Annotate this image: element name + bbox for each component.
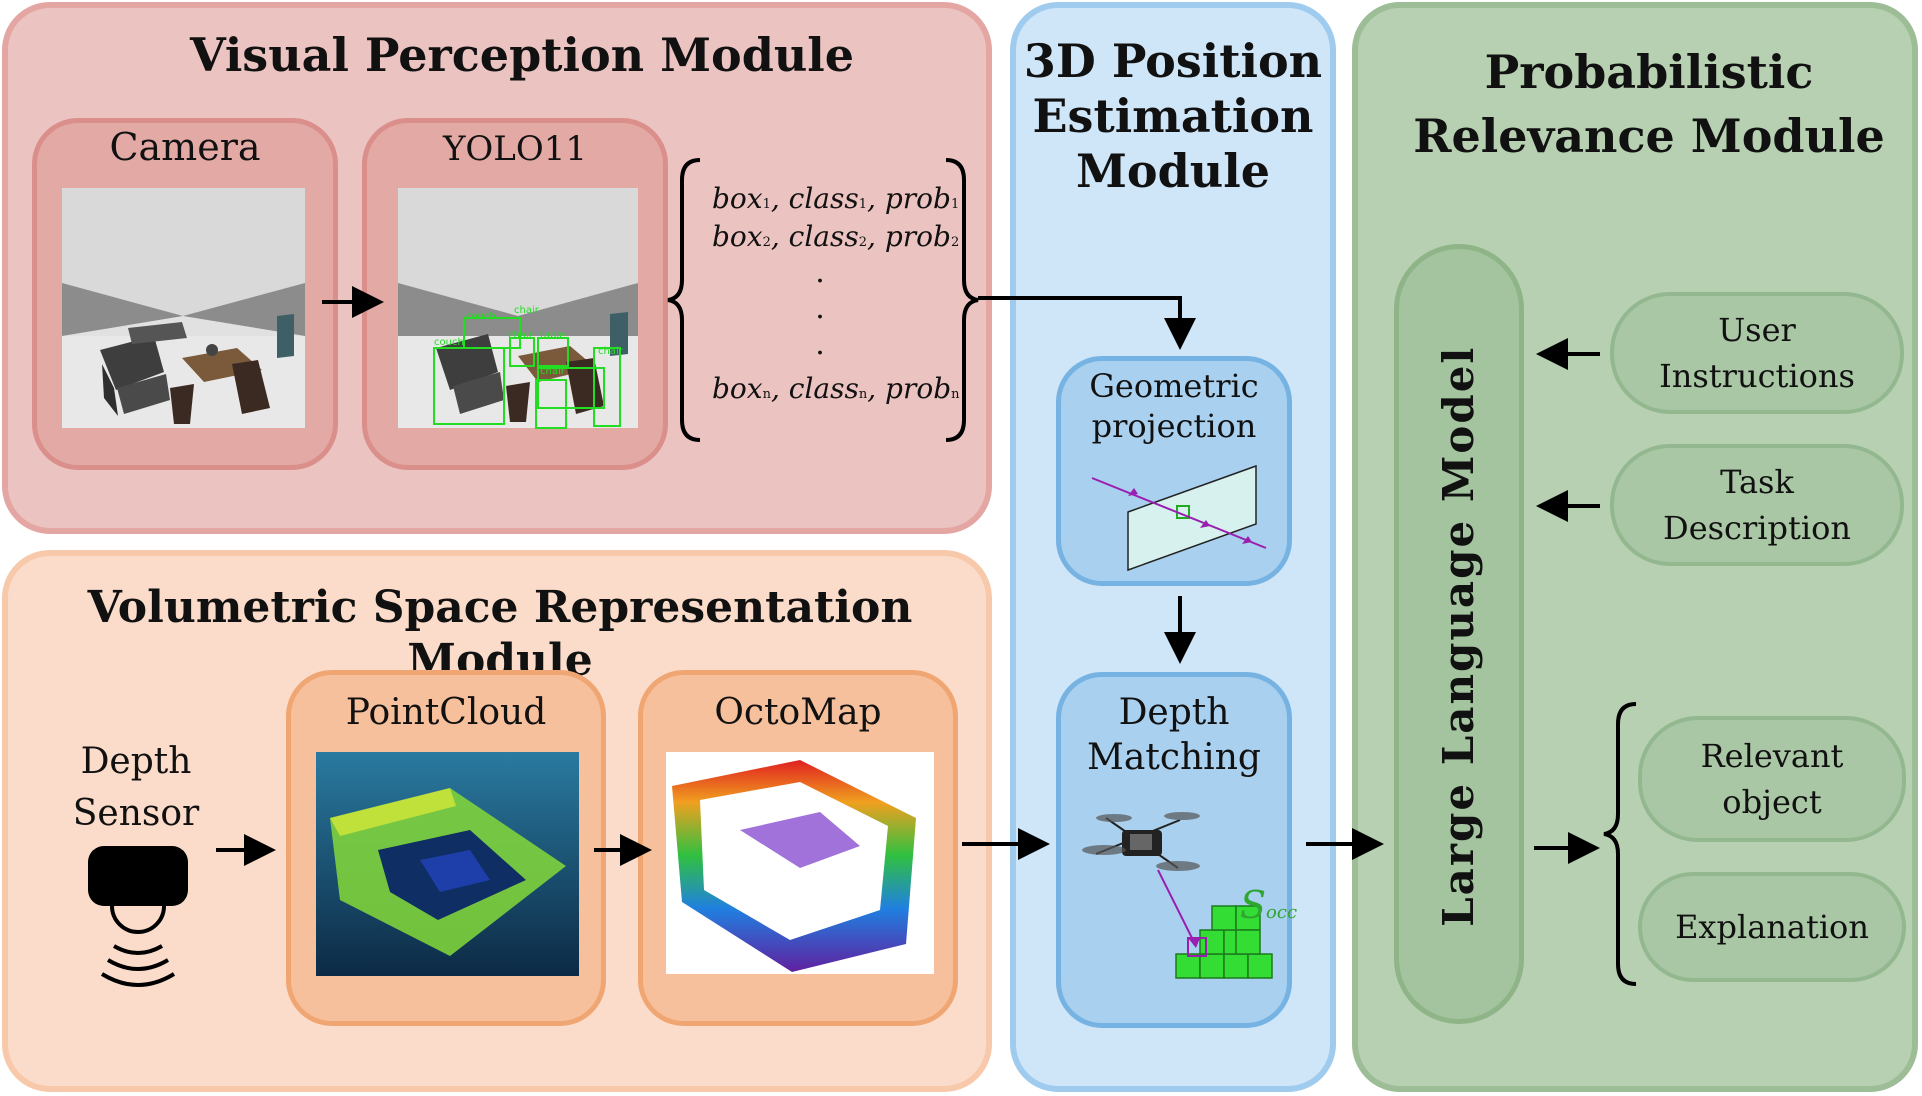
task-description-input: Task Description (1610, 444, 1904, 566)
detection-label: chair (540, 366, 565, 377)
output-brace (1603, 702, 1637, 986)
detection-label: chair (508, 330, 533, 341)
relevance-title: Probabilistic Relevance Module (1413, 45, 1885, 164)
detection-label: couch (466, 311, 496, 322)
detection-label: chair (598, 346, 623, 357)
detection-item-1: box1, class1, prob1 (712, 182, 960, 215)
detection-label: table (540, 330, 566, 341)
detection-item-2: box2, class2, prob2 (712, 220, 960, 253)
ellipsis-dot: . (815, 327, 825, 362)
detection-brace-left (667, 158, 701, 442)
detection-label: chair (514, 305, 539, 316)
camera-label: Camera (109, 125, 261, 169)
detections-to-projection-arrow (978, 296, 1196, 350)
ellipsis-dot: . (815, 291, 825, 326)
depth-sensor-label: Depth Sensor (72, 741, 200, 835)
octomap-label: OctoMap (714, 692, 882, 733)
ellipsis-dot: . (815, 255, 825, 290)
pointcloud-label: PointCloud (345, 692, 547, 733)
depth-matching-label: Depth Matching (1087, 692, 1261, 778)
relevant-object-output: Relevant object (1638, 716, 1906, 842)
s-occ-symbol: Socc (1240, 883, 1298, 927)
detection-item-n: boxn, classn, probn (712, 372, 960, 405)
geometric-projection-label: Geometric projection (1089, 367, 1259, 445)
detection-brace-right (945, 158, 979, 442)
detection-label: couch (434, 337, 464, 348)
explanation-output: Explanation (1638, 872, 1906, 982)
position-estimation-title: 3D Position Estimation Module (1023, 34, 1323, 199)
yolo-label: YOLO11 (442, 129, 588, 169)
visual-perception-title: Visual Perception Module (189, 28, 855, 82)
volumetric-title: Volumetric Space Representation Module (87, 582, 913, 686)
user-instructions-input: User Instructions (1610, 292, 1904, 414)
llm-box (1394, 244, 1524, 1024)
